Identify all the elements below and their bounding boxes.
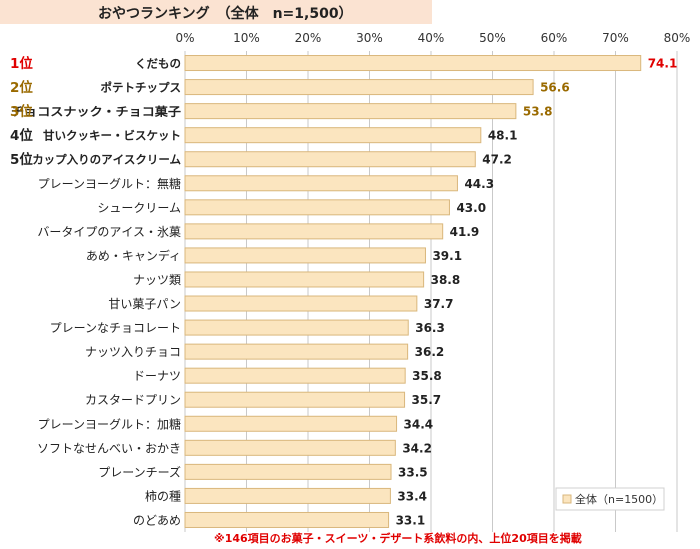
category-label: あめ・キャンディ — [86, 248, 181, 263]
value-label: 33.4 — [397, 489, 427, 503]
legend-box — [555, 487, 665, 511]
legend-swatch — [562, 494, 572, 504]
title-band — [0, 0, 432, 24]
rank-label: 2位 — [10, 79, 33, 96]
bar — [184, 199, 450, 216]
bar — [184, 439, 396, 456]
bar — [184, 343, 409, 360]
footnote: ※146項目のお菓子・スイーツ・デザート系飲料の内、上位20項目を掲載 — [214, 532, 582, 545]
value-label: 34.2 — [402, 441, 432, 455]
x-tick-label: 20% — [295, 31, 322, 45]
category-label: ポテトチップス — [101, 81, 182, 95]
bar — [184, 415, 398, 432]
value-label: 39.1 — [432, 249, 462, 263]
value-label: 34.4 — [404, 417, 434, 431]
bar — [184, 319, 409, 336]
value-label: 74.1 — [648, 57, 678, 71]
bar — [184, 271, 425, 288]
legend-label: 全体（n=1500） — [575, 492, 663, 506]
bar — [184, 175, 458, 192]
category-label: ドーナツ — [133, 369, 181, 383]
value-label: 38.8 — [431, 273, 461, 287]
x-tick-label: 0% — [175, 31, 194, 45]
value-label: 37.7 — [424, 297, 454, 311]
category-label: ナッツ類 — [133, 273, 181, 287]
rank-label: 3位 — [10, 103, 33, 120]
value-label: 36.2 — [415, 345, 445, 359]
bar — [184, 511, 390, 528]
category-label: くだもの — [135, 57, 181, 71]
bar — [184, 463, 392, 480]
bar — [184, 295, 418, 312]
value-label: 44.3 — [464, 177, 494, 191]
value-label: 41.9 — [450, 225, 480, 239]
bar — [184, 127, 482, 144]
rank-label: 4位 — [10, 127, 33, 144]
category-label: 甘いクッキー・ビスケット — [43, 129, 181, 143]
value-label: 53.8 — [523, 105, 553, 119]
category-label: バータイプのアイス・氷菓 — [37, 225, 181, 239]
category-label: チョコスナック・チョコ菓子 — [11, 105, 182, 119]
x-tick-label: 50% — [479, 31, 506, 45]
category-label: ソフトなせんべい・おかき — [37, 441, 181, 455]
category-label: プレーンヨーグルト：無糖 — [38, 176, 181, 191]
bar — [184, 151, 476, 168]
rank-label: 1位 — [10, 55, 33, 72]
bar — [184, 367, 406, 384]
bar — [184, 223, 444, 240]
bar — [184, 55, 642, 72]
category-label: カップ入りのアイスクリーム — [32, 153, 181, 167]
category-label: ナッツ入りチョコ — [85, 345, 181, 359]
category-label: 甘い菓子パン — [108, 297, 181, 311]
category-label: シュークリーム — [97, 201, 181, 215]
value-label: 36.3 — [415, 321, 445, 335]
bar — [184, 247, 426, 264]
category-label: プレーンチーズ — [98, 464, 181, 479]
value-label: 35.7 — [412, 393, 442, 407]
category-label: カスタードプリン — [85, 393, 181, 407]
value-label: 43.0 — [456, 201, 486, 215]
bar — [184, 79, 534, 96]
category-label: 柿の種 — [145, 488, 181, 503]
chart-title: おやつランキング （全体 n=1,500） — [98, 6, 353, 22]
value-label: 47.2 — [482, 153, 512, 167]
x-tick-label: 60% — [541, 31, 568, 45]
rank-label: 5位 — [10, 151, 33, 168]
category-label: プレーンなチョコレート — [50, 321, 181, 335]
value-label: 56.6 — [540, 81, 570, 95]
category-label: のどあめ — [133, 513, 181, 527]
value-label: 33.5 — [398, 465, 428, 479]
value-label: 48.1 — [488, 129, 518, 143]
x-tick-label: 10% — [233, 31, 260, 45]
x-tick-label: 40% — [418, 31, 445, 45]
bar — [184, 391, 406, 408]
category-label: プレーンヨーグルト：加糖 — [38, 416, 181, 431]
value-label: 33.1 — [396, 513, 426, 527]
x-tick-label: 30% — [356, 31, 383, 45]
x-tick-label: 80% — [664, 31, 691, 45]
x-tick-label: 70% — [602, 31, 629, 45]
bar — [184, 103, 517, 120]
bar — [184, 487, 391, 504]
value-label: 35.8 — [412, 369, 442, 383]
